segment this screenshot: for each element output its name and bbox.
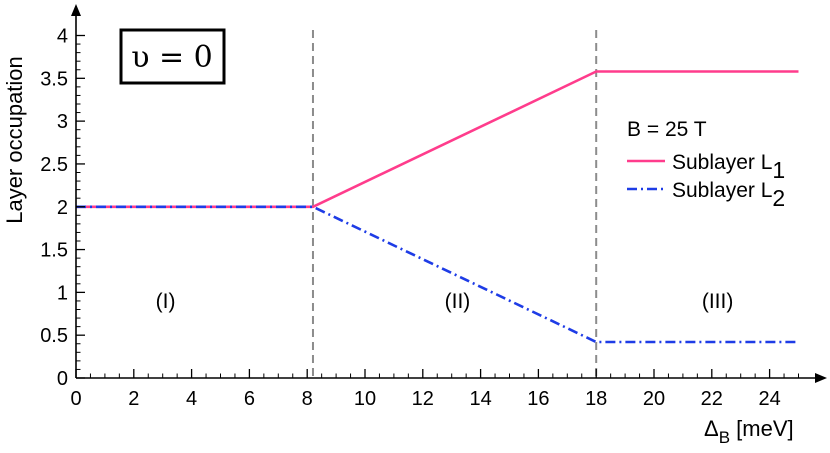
y-tick-label: 0	[57, 368, 68, 390]
y-tick-label: 4	[57, 26, 68, 48]
x-tick-label: 2	[128, 388, 139, 410]
data-series	[76, 70, 799, 344]
y-tick-label: 2.5	[40, 154, 68, 176]
x-tick-label: 22	[701, 388, 723, 410]
x-tick-label: 10	[354, 388, 376, 410]
x-axis-title: ΔB [meV]	[704, 416, 794, 447]
x-tick-label: 12	[412, 388, 434, 410]
region-label: (I)	[156, 290, 176, 313]
x-axis-title-unit: [meV]	[730, 416, 794, 441]
x-axis-title-sub: B	[719, 428, 730, 447]
series-line-sublayer-l2	[76, 205, 799, 344]
legend-label-l1: Sublayer L1	[672, 151, 785, 183]
y-tick-label: 0.5	[40, 325, 68, 347]
axes	[71, 4, 827, 383]
x-tick-label: 8	[302, 388, 313, 410]
y-axis-title: Layer occupation	[2, 56, 27, 224]
y-axis-arrow	[71, 4, 81, 16]
y-tick-label: 2	[57, 197, 68, 219]
x-axis-title-main: Δ	[704, 416, 719, 441]
region-labels: (I) (II) (III)	[156, 290, 734, 313]
x-tick-label: 20	[643, 388, 665, 410]
region-label: (II)	[445, 290, 471, 313]
filling-factor-frame	[119, 28, 226, 85]
legend-label-l2: Sublayer L2	[672, 179, 785, 211]
legend: B = 25 T Sublayer L1 Sublayer L2	[627, 118, 785, 211]
filling-factor-box: υ = 0	[119, 28, 226, 85]
y-tick-label: 3.5	[40, 68, 68, 90]
x-tick-label: 14	[469, 388, 491, 410]
series-line-sublayer-l1	[76, 70, 799, 209]
x-tick-label: 24	[758, 388, 780, 410]
x-tick-label: 4	[186, 388, 197, 410]
region-boundaries	[311, 30, 598, 378]
x-tick-label: 18	[585, 388, 607, 410]
region-label: (III)	[702, 290, 734, 313]
y-tick-label: 3	[57, 111, 68, 133]
legend-title: B = 25 T	[627, 118, 707, 141]
filling-factor-label: υ = 0	[131, 40, 213, 75]
x-tick-label: 16	[527, 388, 549, 410]
y-tick-label: 1.5	[40, 240, 68, 262]
x-tick-label: 0	[70, 388, 81, 410]
x-axis-arrow	[815, 373, 827, 383]
x-tick-label: 6	[244, 388, 255, 410]
y-tick-label: 1	[57, 282, 68, 304]
